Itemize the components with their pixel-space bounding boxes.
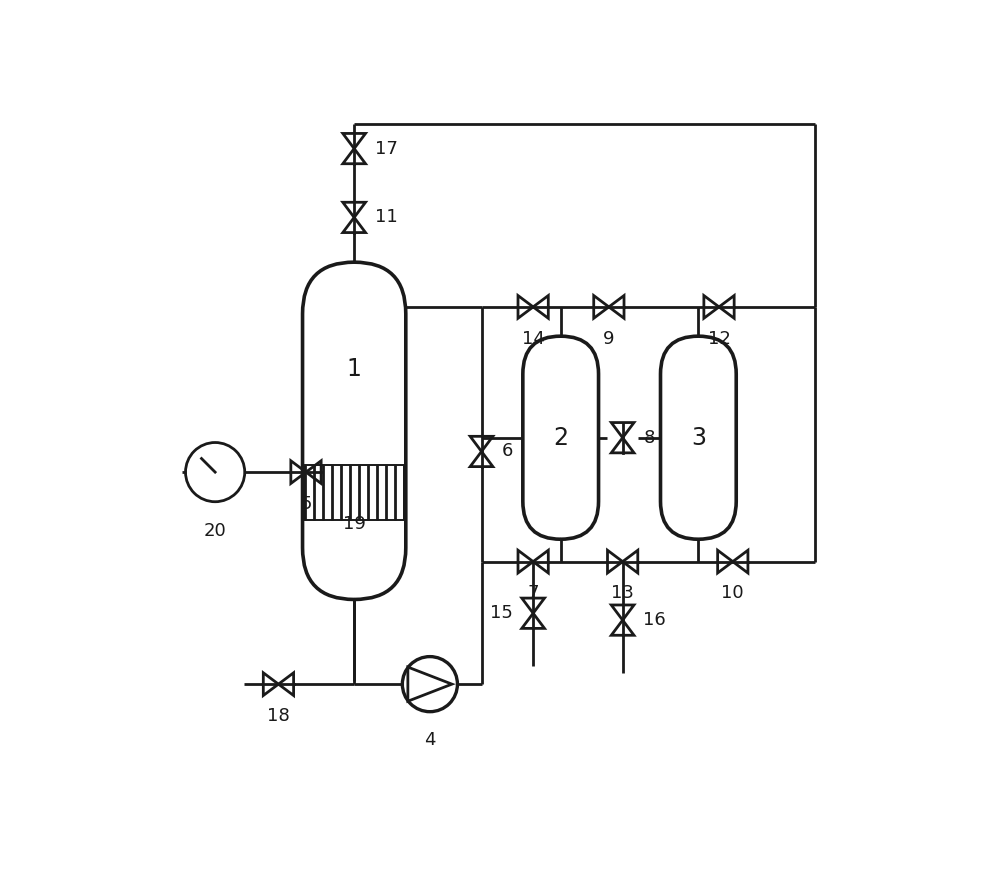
Text: 10: 10 [721, 585, 744, 603]
FancyBboxPatch shape [661, 336, 736, 539]
Text: 9: 9 [603, 330, 615, 348]
Text: 19: 19 [343, 515, 366, 533]
Text: 1: 1 [347, 357, 362, 381]
Text: 3: 3 [691, 426, 706, 450]
Bar [305, 465, 404, 520]
FancyBboxPatch shape [303, 262, 406, 600]
Text: 13: 13 [611, 585, 634, 603]
Text: 8: 8 [643, 429, 655, 447]
Text: 5: 5 [300, 495, 312, 513]
Text: 12: 12 [708, 330, 730, 348]
Text: 20: 20 [204, 522, 226, 540]
Text: 4: 4 [424, 731, 436, 749]
FancyBboxPatch shape [523, 336, 599, 539]
Text: 18: 18 [267, 707, 290, 725]
Text: 14: 14 [522, 330, 545, 348]
Text: 7: 7 [527, 585, 539, 603]
Text: 2: 2 [553, 426, 568, 450]
Text: 17: 17 [375, 139, 398, 157]
Text: 11: 11 [375, 208, 398, 226]
Text: 15: 15 [490, 604, 512, 622]
Text: 16: 16 [643, 611, 666, 629]
Text: 6: 6 [502, 443, 514, 460]
